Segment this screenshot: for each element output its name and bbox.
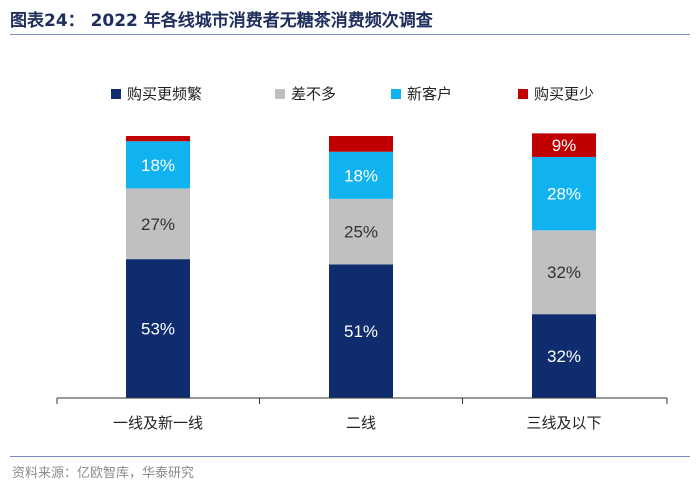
legend-label-1: 购买更频繁 xyxy=(127,85,202,103)
title-divider xyxy=(10,34,690,35)
legend-label-2: 差不多 xyxy=(291,85,336,103)
bars: 53% 27% 18% 51% 25% 18% 32% 32% 28% 9% xyxy=(126,133,596,398)
legend-swatch-4 xyxy=(518,89,528,99)
data-label-2-1: 51% xyxy=(344,322,378,341)
data-label-3-1: 32% xyxy=(547,347,581,366)
data-label-1-3: 18% xyxy=(141,156,175,175)
bar-segment-2-2 xyxy=(329,198,393,265)
legend-label-3: 新客户 xyxy=(407,85,452,103)
data-label-2-3: 18% xyxy=(344,166,378,185)
x-axis: 一线及新一线 二线 三线及以下 xyxy=(56,397,668,432)
bar-segment-1-1 xyxy=(126,259,190,398)
data-label-1-1: 53% xyxy=(141,320,175,339)
legend-swatch-1 xyxy=(111,89,121,99)
footer-divider xyxy=(10,456,690,457)
legend: 购买更频繁 差不多 新客户 购买更少 xyxy=(111,85,594,103)
data-label-3-3: 28% xyxy=(547,185,581,204)
bar-segment-1-3 xyxy=(126,141,190,189)
bar-segment-3-3 xyxy=(532,156,596,231)
data-label-3-2: 32% xyxy=(547,263,581,282)
bar-segment-3-2 xyxy=(532,230,596,315)
chart-title: 图表24： 2022 年各线城市消费者无糖茶消费频次调查 xyxy=(10,11,433,31)
data-label-3-4: 9% xyxy=(552,136,577,155)
legend-swatch-2 xyxy=(275,89,285,99)
bar-segment-1-4 xyxy=(126,136,190,142)
bar-segment-2-1 xyxy=(329,264,393,398)
data-label-2-2: 25% xyxy=(344,223,378,242)
bar-segment-3-4 xyxy=(532,133,596,157)
bar-segment-2-4 xyxy=(329,136,393,152)
x-tick-label-1: 一线及新一线 xyxy=(113,414,203,432)
legend-label-4: 购买更少 xyxy=(534,85,594,103)
bar-segment-2-3 xyxy=(329,151,393,199)
x-tick-label-3: 三线及以下 xyxy=(526,414,601,432)
source-note: 资料来源：亿欧智库，华泰研究 xyxy=(12,466,195,481)
x-tick-label-2: 二线 xyxy=(346,414,376,432)
data-label-1-2: 27% xyxy=(141,215,175,234)
bar-segment-1-2 xyxy=(126,188,190,260)
bar-segment-3-1 xyxy=(532,314,596,398)
legend-swatch-3 xyxy=(391,89,401,99)
stacked-bar-chart: 购买更频繁 差不多 新客户 购买更少 53% 27% 18% 51% 25% 18% 32% 32%… xyxy=(56,85,668,432)
header: 图表24： 2022 年各线城市消费者无糖茶消费频次调查 xyxy=(10,6,690,36)
